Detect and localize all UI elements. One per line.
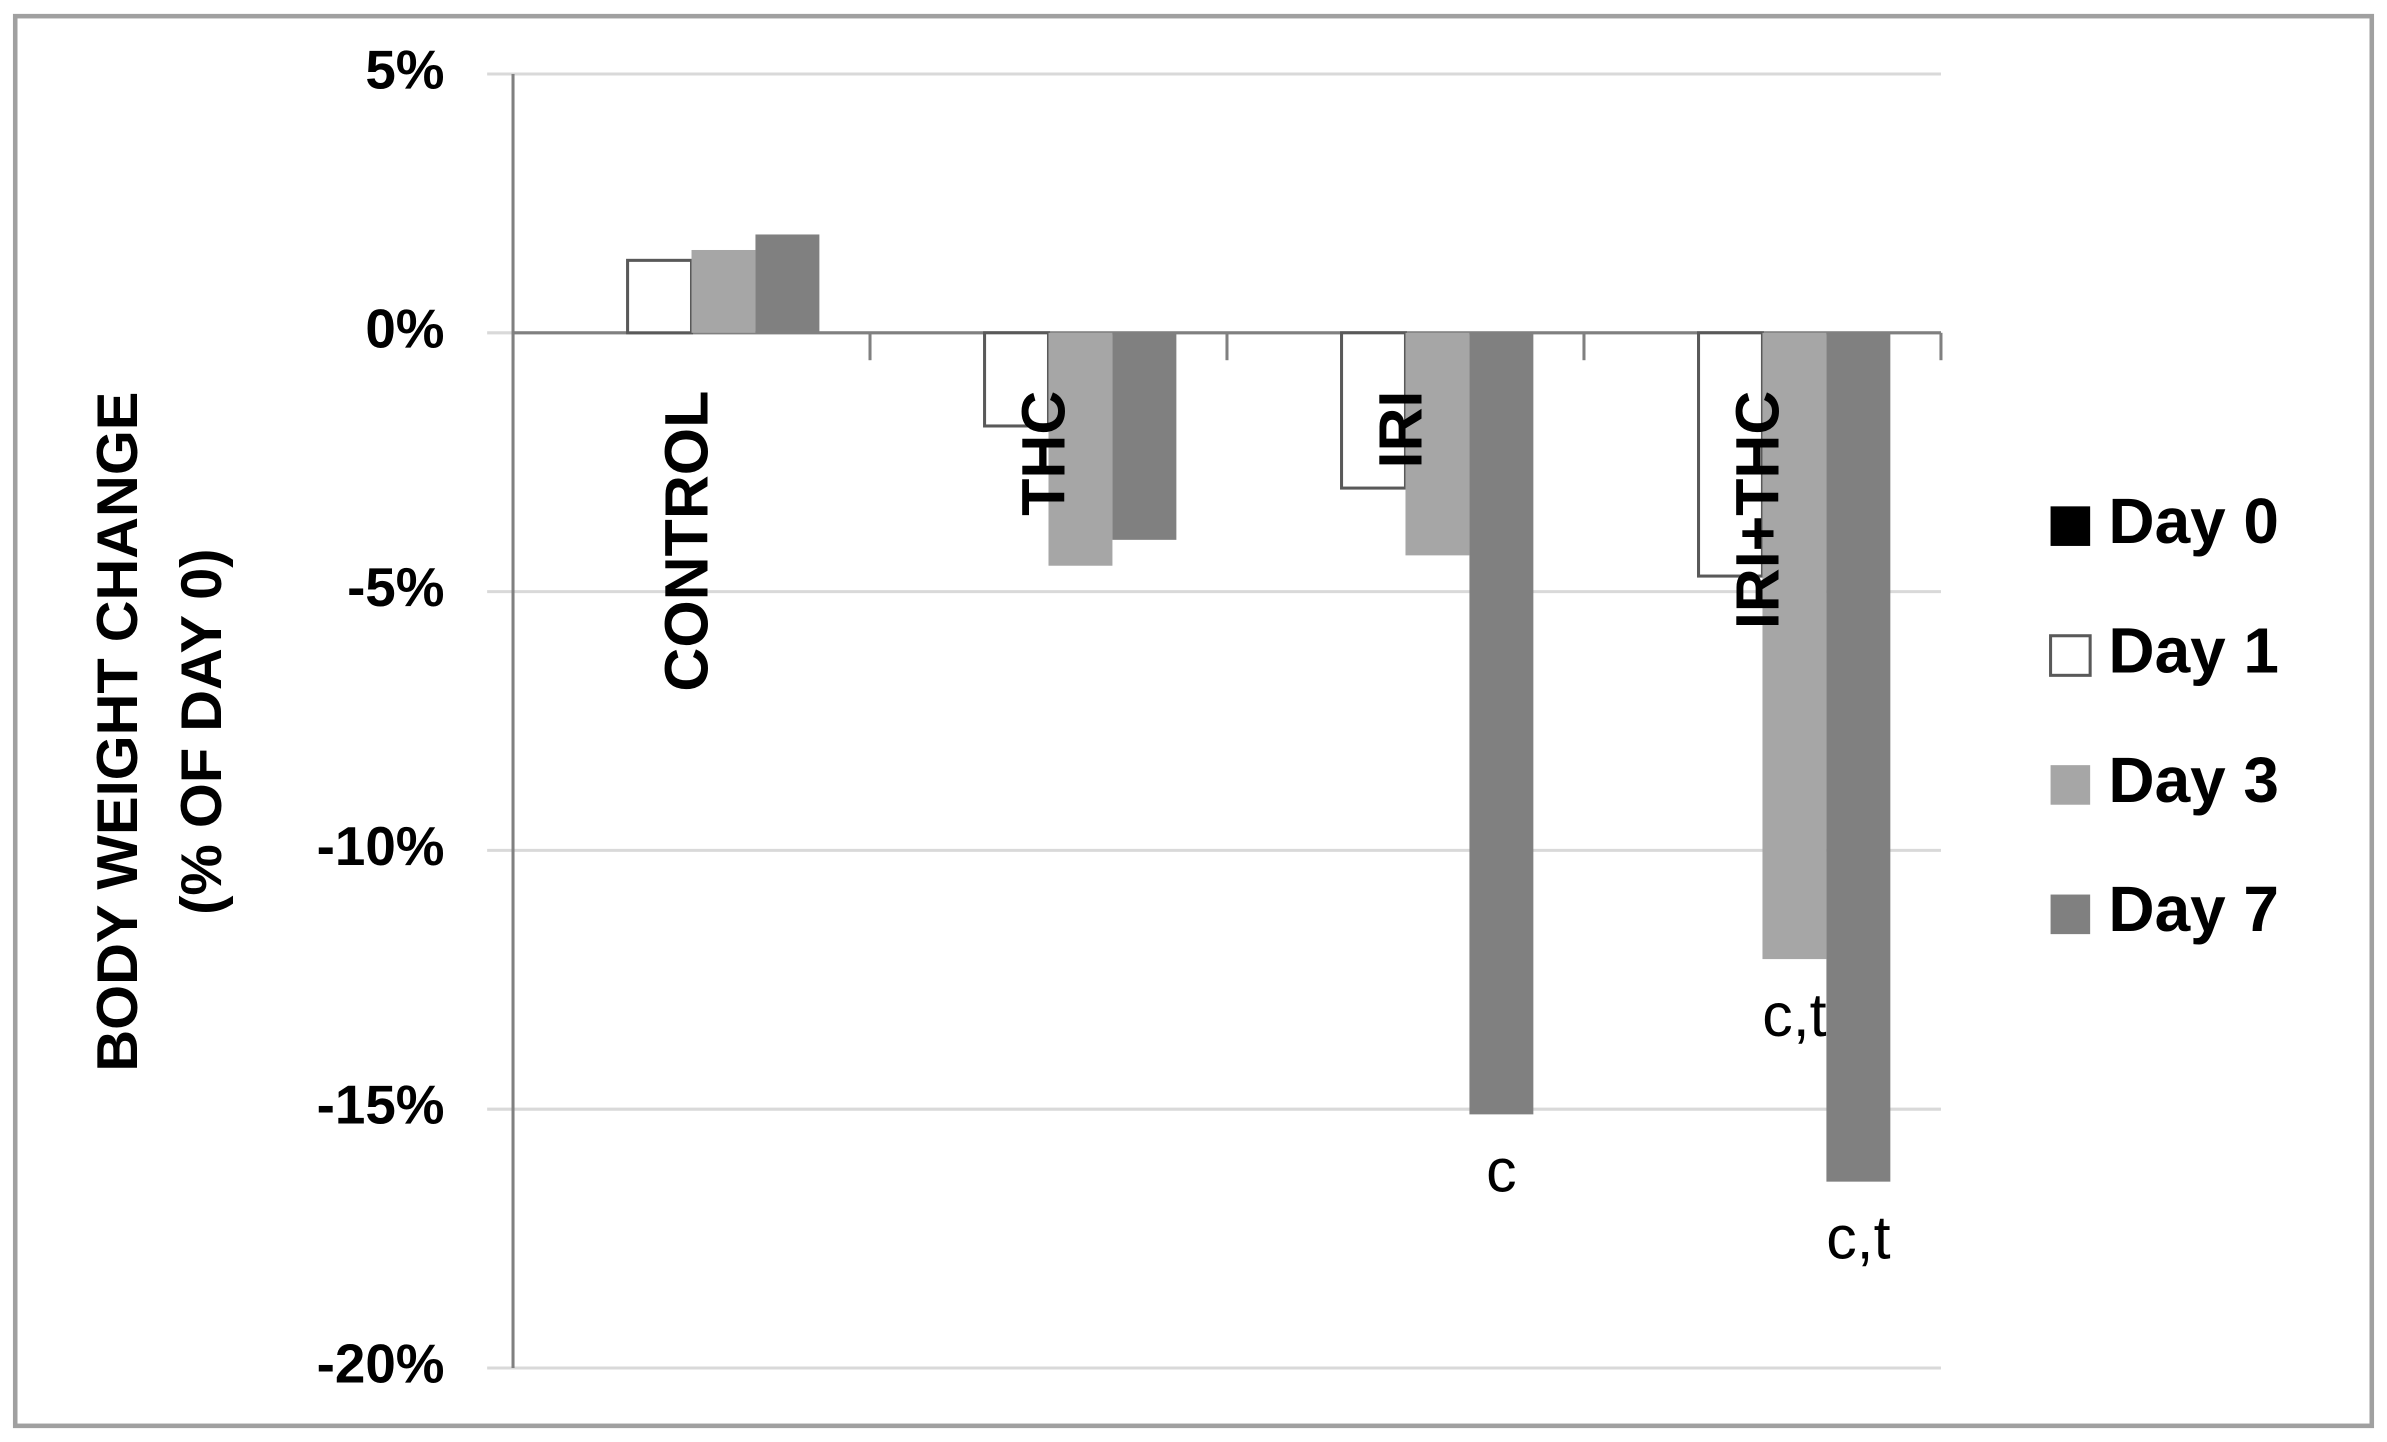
bar xyxy=(626,258,694,335)
x-tick-label-group: THC xyxy=(1010,391,1078,516)
legend-swatch xyxy=(2050,894,2091,935)
bar xyxy=(1048,332,1113,566)
y-tick-label: -5% xyxy=(347,556,444,618)
bar xyxy=(1405,332,1470,556)
x-tick-label: IRI+THC xyxy=(1724,391,1792,629)
x-tick-label: THC xyxy=(1010,391,1078,516)
bar-annotation: c xyxy=(1486,1136,1516,1204)
y-axis-title-line: (% OF DAY 0) xyxy=(170,548,234,914)
bar xyxy=(1340,331,1408,490)
x-tick-label-group: CONTROL xyxy=(653,391,721,692)
bar xyxy=(1469,332,1534,1115)
legend-swatch xyxy=(2050,765,2091,805)
y-axis-title: BODY WEIGHT CHANGE (% OF DAY 0) xyxy=(86,392,234,1072)
bar xyxy=(1697,331,1764,578)
y-axis-title-line: BODY WEIGHT CHANGE xyxy=(86,392,150,1072)
legend-label: Day 3 xyxy=(2108,744,2279,816)
y-tick-label: -15% xyxy=(317,1074,445,1136)
legend-swatch xyxy=(2049,634,2092,677)
bar xyxy=(755,234,820,333)
y-tick-label: -10% xyxy=(317,815,445,877)
x-tick-label-group: IRI+THC xyxy=(1724,391,1792,629)
legend-label: Day 0 xyxy=(2108,485,2279,557)
legend-label: Day 7 xyxy=(2108,873,2279,945)
chart-frame xyxy=(12,13,2375,1429)
bar xyxy=(983,331,1051,428)
bar-annotation: c,t xyxy=(1762,981,1826,1049)
bar-annotation: c,t xyxy=(1826,1204,1890,1272)
x-tick-label: CONTROL xyxy=(653,391,721,692)
x-tick-label-group: IRI xyxy=(1367,391,1435,469)
legend-swatch xyxy=(2050,506,2091,546)
y-tick-label: -20% xyxy=(317,1332,445,1394)
x-tick-label: IRI xyxy=(1367,391,1435,469)
y-tick-label: 0% xyxy=(365,297,444,359)
bar xyxy=(1826,332,1891,1182)
legend-label: Day 1 xyxy=(2108,614,2279,686)
bar xyxy=(1112,332,1177,540)
bar xyxy=(691,249,756,333)
y-tick-label: 5% xyxy=(365,38,444,100)
bar xyxy=(1762,332,1827,960)
